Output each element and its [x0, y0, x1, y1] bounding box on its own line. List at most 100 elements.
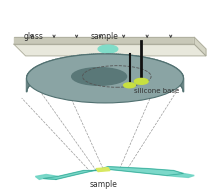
- Polygon shape: [90, 54, 92, 68]
- Polygon shape: [118, 54, 120, 68]
- Ellipse shape: [72, 68, 127, 85]
- Polygon shape: [38, 65, 39, 79]
- Polygon shape: [32, 69, 33, 83]
- Polygon shape: [42, 63, 43, 78]
- Polygon shape: [51, 60, 53, 74]
- Polygon shape: [63, 57, 65, 71]
- Text: glass: glass: [23, 32, 43, 41]
- Polygon shape: [82, 55, 84, 69]
- Polygon shape: [179, 70, 180, 84]
- Polygon shape: [163, 62, 164, 76]
- Polygon shape: [140, 57, 142, 70]
- Polygon shape: [76, 55, 78, 69]
- Polygon shape: [14, 44, 206, 56]
- Polygon shape: [177, 69, 178, 83]
- Polygon shape: [72, 56, 74, 70]
- Polygon shape: [167, 174, 194, 177]
- Polygon shape: [154, 59, 156, 73]
- Polygon shape: [134, 56, 136, 70]
- Polygon shape: [173, 66, 174, 80]
- Polygon shape: [41, 64, 42, 78]
- Polygon shape: [157, 60, 159, 74]
- Polygon shape: [49, 61, 50, 75]
- Polygon shape: [35, 174, 58, 179]
- Polygon shape: [85, 55, 88, 68]
- Polygon shape: [159, 60, 160, 75]
- Polygon shape: [50, 60, 51, 75]
- Polygon shape: [96, 54, 98, 68]
- Polygon shape: [43, 63, 44, 77]
- Polygon shape: [53, 60, 54, 74]
- Polygon shape: [74, 56, 76, 70]
- Text: sample: sample: [91, 32, 119, 41]
- Polygon shape: [116, 54, 118, 68]
- Polygon shape: [44, 62, 46, 77]
- Polygon shape: [88, 54, 90, 68]
- Polygon shape: [130, 55, 132, 69]
- Polygon shape: [98, 54, 100, 68]
- Polygon shape: [78, 55, 80, 69]
- Polygon shape: [152, 59, 154, 73]
- Polygon shape: [174, 67, 175, 81]
- Polygon shape: [136, 56, 138, 70]
- Polygon shape: [30, 71, 31, 85]
- Polygon shape: [102, 54, 104, 68]
- Polygon shape: [47, 61, 49, 76]
- Polygon shape: [164, 62, 166, 77]
- Polygon shape: [56, 59, 58, 73]
- Polygon shape: [61, 58, 63, 72]
- Polygon shape: [65, 57, 66, 71]
- Polygon shape: [167, 63, 168, 78]
- Polygon shape: [110, 54, 112, 68]
- Polygon shape: [132, 55, 134, 69]
- Polygon shape: [37, 66, 38, 80]
- Polygon shape: [35, 67, 36, 81]
- Polygon shape: [166, 63, 167, 77]
- Polygon shape: [28, 73, 29, 87]
- Polygon shape: [33, 68, 34, 83]
- Ellipse shape: [134, 78, 148, 84]
- Polygon shape: [27, 74, 28, 89]
- Polygon shape: [54, 59, 56, 73]
- Polygon shape: [142, 57, 144, 71]
- Polygon shape: [170, 65, 172, 79]
- Polygon shape: [39, 64, 41, 79]
- Polygon shape: [176, 68, 177, 82]
- Polygon shape: [34, 67, 35, 81]
- Polygon shape: [84, 55, 85, 69]
- Polygon shape: [96, 168, 110, 172]
- Polygon shape: [178, 70, 179, 84]
- Polygon shape: [66, 57, 68, 71]
- Polygon shape: [29, 71, 30, 86]
- Polygon shape: [43, 169, 102, 179]
- Polygon shape: [124, 55, 126, 69]
- Polygon shape: [172, 66, 173, 80]
- Polygon shape: [182, 74, 183, 88]
- Polygon shape: [46, 62, 47, 76]
- Polygon shape: [168, 64, 169, 78]
- Polygon shape: [70, 56, 72, 70]
- Text: silicone base: silicone base: [134, 88, 180, 94]
- Polygon shape: [31, 70, 32, 84]
- Polygon shape: [151, 58, 152, 73]
- Polygon shape: [58, 58, 60, 73]
- Polygon shape: [180, 71, 181, 86]
- Polygon shape: [102, 167, 183, 175]
- Polygon shape: [14, 37, 194, 44]
- Polygon shape: [122, 55, 124, 68]
- Polygon shape: [60, 58, 61, 72]
- Polygon shape: [128, 55, 130, 69]
- Polygon shape: [68, 57, 70, 70]
- Polygon shape: [175, 67, 176, 81]
- Polygon shape: [100, 54, 102, 68]
- Polygon shape: [149, 58, 151, 72]
- Ellipse shape: [124, 83, 135, 88]
- Polygon shape: [94, 54, 96, 68]
- Polygon shape: [147, 58, 149, 72]
- Polygon shape: [145, 57, 147, 71]
- Polygon shape: [194, 37, 206, 56]
- Polygon shape: [144, 57, 145, 71]
- Polygon shape: [36, 66, 37, 80]
- Polygon shape: [181, 73, 182, 87]
- Text: sample: sample: [89, 180, 117, 189]
